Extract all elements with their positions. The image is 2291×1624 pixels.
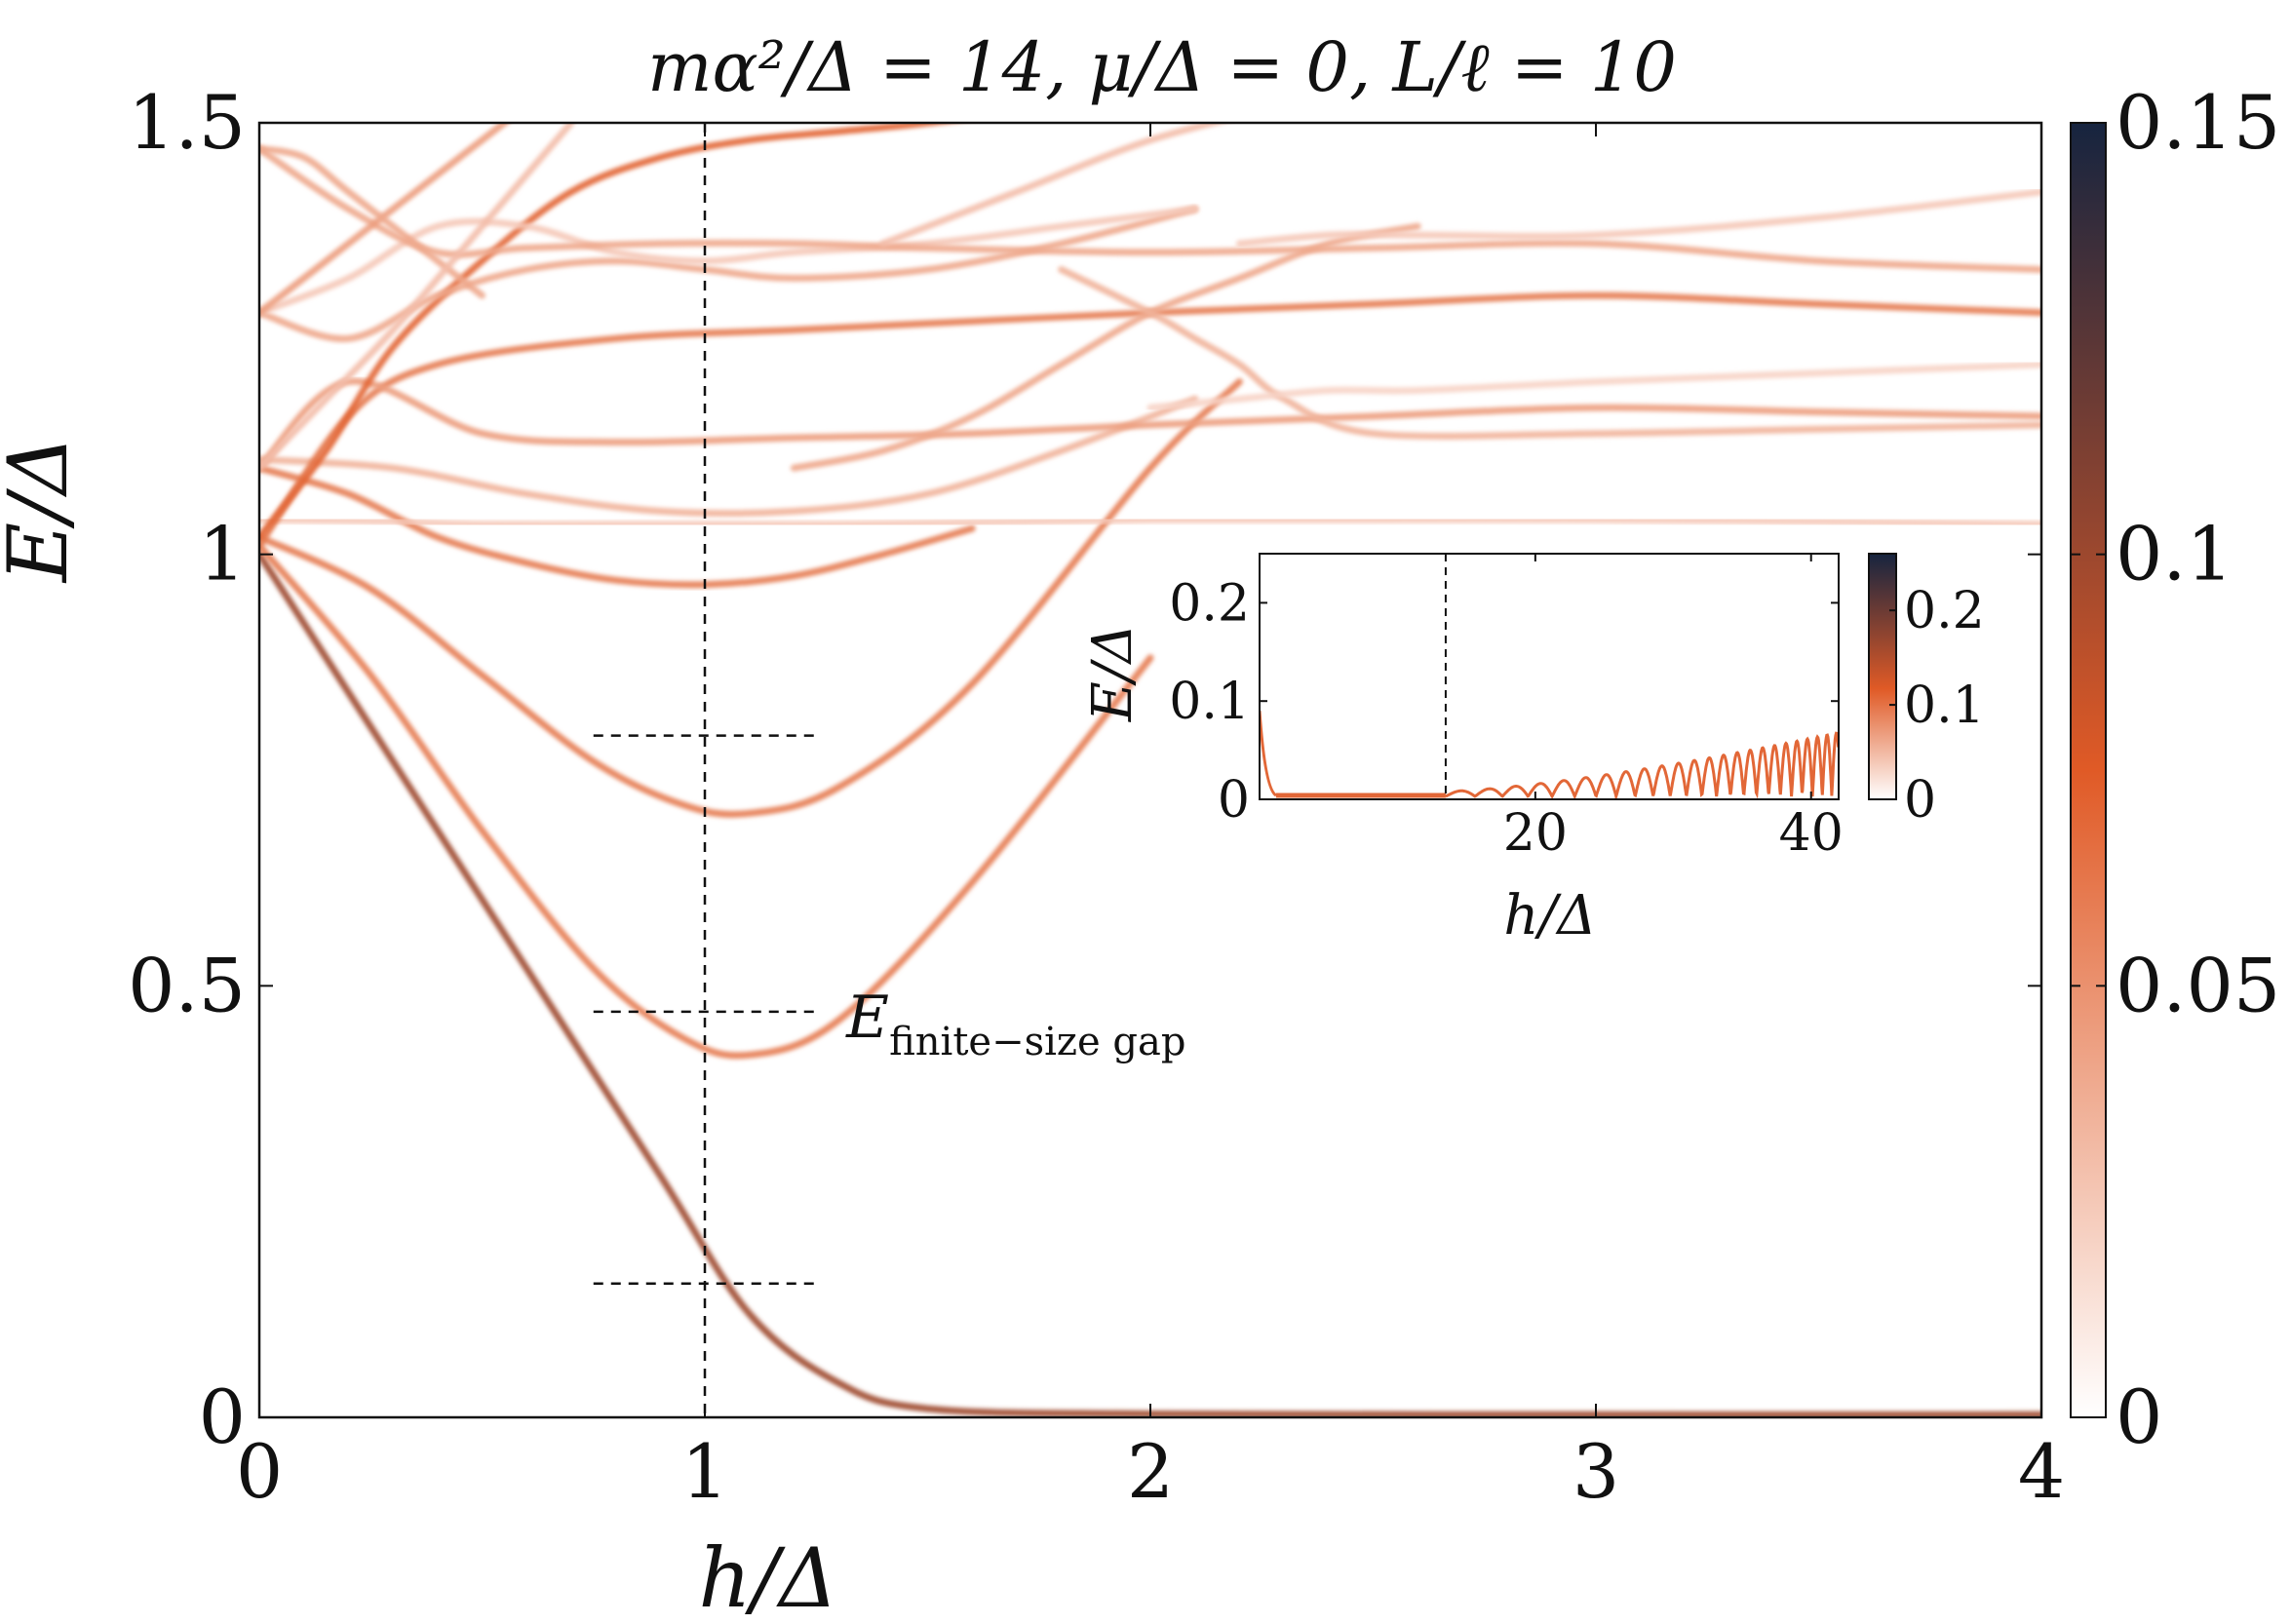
x-tick-label: 0 bbox=[236, 1428, 283, 1515]
band-17 bbox=[1235, 188, 2041, 248]
inset-colorbar-gradient bbox=[1868, 553, 1897, 800]
chart-title: mα²/Δ = 14, μ/Δ = 0, L/ℓ = 10 bbox=[647, 27, 1677, 107]
x-axis-label: h/Δ bbox=[698, 1530, 837, 1624]
band-12 bbox=[259, 123, 511, 317]
inset-y-tick-label: 0.2 bbox=[1169, 574, 1250, 633]
band-6 bbox=[259, 291, 2041, 550]
guide-lines bbox=[593, 123, 817, 1417]
annotation-symbol: E bbox=[845, 984, 889, 1052]
inset-y-tick-label: 0 bbox=[1218, 771, 1250, 830]
band-19 bbox=[879, 123, 1227, 248]
inset-x-tick-label: 40 bbox=[1779, 804, 1844, 863]
inset-colorbar-tick-label: 0.1 bbox=[1904, 677, 1985, 735]
y-tick-label: 1 bbox=[199, 511, 246, 598]
inset-x-axis: 20 40 bbox=[1503, 554, 1844, 863]
x-tick-label: 4 bbox=[2018, 1428, 2065, 1515]
colorbar-tick-label: 0 bbox=[2116, 1373, 2162, 1460]
band-1 bbox=[259, 542, 1154, 1060]
band-4 bbox=[259, 395, 1199, 518]
band-7 bbox=[259, 377, 2041, 472]
annotation-subscript: finite−size gap bbox=[889, 1020, 1185, 1064]
inset-plot: 20 40 00.10.2 h/Δ E/Δ 00.10.2 bbox=[1081, 553, 1985, 947]
band-8 bbox=[259, 123, 956, 541]
inset-oscillation bbox=[1445, 731, 1839, 799]
band-13 bbox=[259, 145, 485, 299]
colorbar-gradient bbox=[2070, 122, 2107, 1418]
colorbar-ticks: 0 0.05 0.1 0.15 bbox=[2071, 79, 2280, 1460]
inset-x-axis-label: h/Δ bbox=[1503, 884, 1596, 947]
main-plot: mα²/Δ = 14, μ/Δ = 0, L/ℓ = 10 0 1 2 3 4 0 0.5… bbox=[0, 27, 2065, 1624]
x-tick-label: 1 bbox=[681, 1428, 728, 1515]
inset-colorbar-tick-label: 0 bbox=[1904, 771, 1936, 830]
y-tick-label: 0.5 bbox=[128, 942, 246, 1028]
band-5 bbox=[259, 516, 2041, 528]
inset-x-tick-label: 20 bbox=[1503, 804, 1568, 863]
inset-data bbox=[1260, 554, 1839, 799]
band-2 bbox=[259, 378, 1243, 818]
y-axis: 0 0.5 1 1.5 bbox=[128, 79, 2041, 1460]
inset-y-axis: 0 0.1 0.2 bbox=[1169, 574, 1839, 830]
inset-initial-mode bbox=[1260, 711, 1277, 797]
band-14 bbox=[259, 123, 575, 472]
x-tick-label: 2 bbox=[1127, 1428, 1174, 1515]
band-15 bbox=[790, 222, 1421, 472]
finite-size-gap-annotation: E finite−size gap bbox=[845, 984, 1185, 1064]
colorbar-tick-label: 0.1 bbox=[2116, 511, 2233, 598]
inset-y-axis-label: E/Δ bbox=[1081, 624, 1145, 722]
colorbar-tick-label: 0.05 bbox=[2116, 942, 2280, 1028]
band-10 bbox=[259, 206, 1199, 317]
inset-colorbar-tick-label: 0.2 bbox=[1904, 582, 1985, 640]
colorbar: 0 0.05 0.1 0.15 bbox=[2070, 79, 2280, 1460]
band-11 bbox=[259, 145, 2041, 273]
band-layer bbox=[259, 123, 2041, 1417]
band-3 bbox=[259, 464, 976, 589]
inset-y-tick-label: 0.1 bbox=[1169, 673, 1250, 731]
inset-colorbar-ticks: 0 0.1 0.2 bbox=[1889, 582, 1985, 830]
x-tick-label: 3 bbox=[1573, 1428, 1619, 1515]
band-9 bbox=[259, 206, 1199, 342]
band-16 bbox=[1058, 266, 2041, 441]
inset-background bbox=[1260, 554, 1839, 799]
y-tick-label: 0 bbox=[199, 1373, 246, 1460]
y-axis-label: E/Δ bbox=[0, 436, 86, 584]
x-axis: 0 1 2 3 4 bbox=[236, 123, 2065, 1515]
colorbar-tick-label: 0.15 bbox=[2116, 79, 2280, 166]
y-tick-label: 1.5 bbox=[128, 79, 246, 166]
band-18 bbox=[1146, 361, 2041, 411]
inset-frame bbox=[1259, 553, 1840, 800]
